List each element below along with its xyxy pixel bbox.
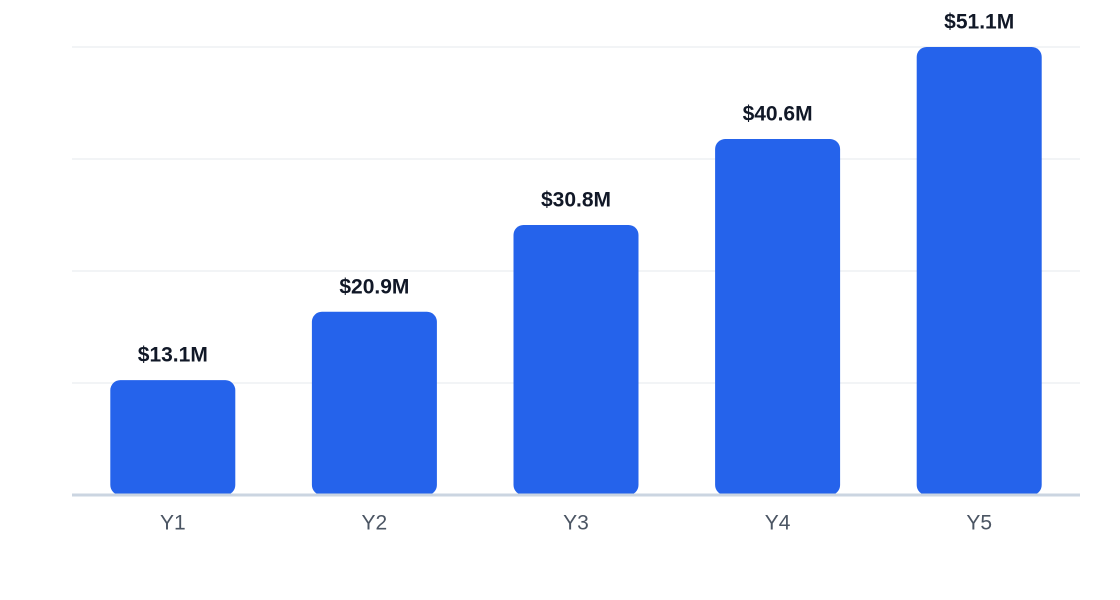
- bar: [311, 311, 437, 495]
- bar: [715, 139, 841, 495]
- value-label: $30.8M: [541, 189, 611, 212]
- value-label: $13.1M: [138, 344, 208, 367]
- value-label: $40.6M: [743, 103, 813, 126]
- x-tick-label: Y1: [160, 512, 186, 535]
- x-tick-label: Y2: [362, 512, 388, 535]
- x-tick-label: Y3: [563, 512, 589, 535]
- value-label: $51.1M: [944, 11, 1014, 34]
- bar: [513, 224, 639, 495]
- x-tick-label: Y5: [966, 512, 992, 535]
- x-tick-label: Y4: [765, 512, 791, 535]
- bar: [110, 380, 236, 495]
- value-label: $20.9M: [339, 275, 409, 298]
- bar: [916, 47, 1042, 495]
